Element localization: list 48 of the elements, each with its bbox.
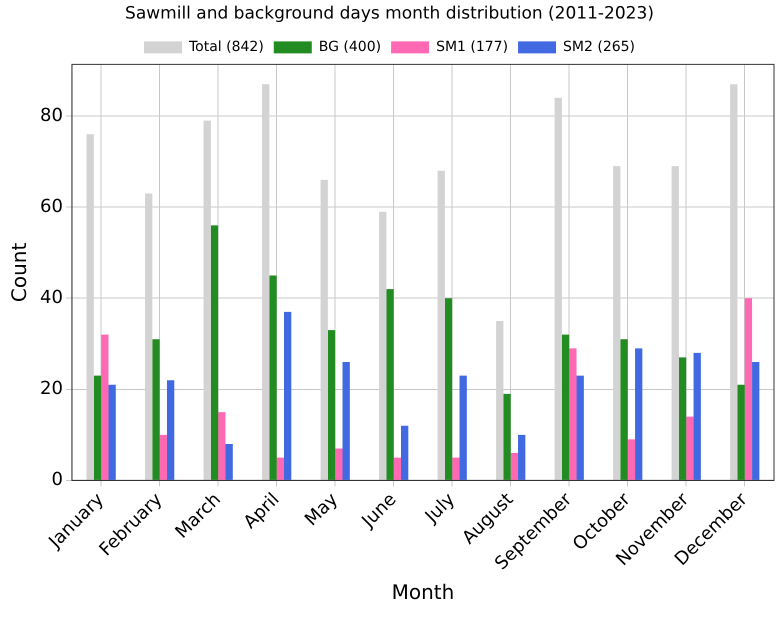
bar [686, 416, 694, 480]
bar [401, 426, 408, 480]
bar [678, 357, 686, 480]
bar [444, 298, 452, 480]
y-tick-label: 0 [51, 469, 63, 490]
bar [101, 334, 108, 480]
bar [386, 289, 394, 480]
bar [452, 458, 460, 480]
legend-label: SM2 (265) [563, 39, 636, 56]
bar [569, 348, 577, 480]
bar [635, 348, 642, 480]
x-axis-title: Month [392, 580, 454, 604]
y-tick-label: 40 [40, 286, 63, 308]
bar [503, 394, 511, 480]
legend-label: Total (842) [188, 39, 264, 56]
bar [284, 312, 292, 480]
bar [510, 453, 518, 480]
bar [210, 225, 218, 480]
bar [620, 339, 628, 480]
bar [694, 352, 701, 480]
bar [460, 376, 467, 480]
bar [225, 444, 233, 480]
y-tick-label: 80 [40, 104, 63, 126]
bar [94, 376, 102, 480]
bar [108, 384, 116, 480]
bar [752, 362, 760, 480]
bar [335, 448, 343, 480]
bar [737, 384, 745, 480]
bar [218, 412, 226, 480]
y-tick-label: 20 [40, 378, 63, 399]
bar [152, 339, 160, 480]
bar [166, 380, 174, 480]
chart-title: Sawmill and background days month distribution (2011-2023) [125, 4, 654, 24]
bar [342, 362, 350, 480]
bar [160, 434, 167, 480]
bar [576, 376, 584, 480]
bar [328, 330, 336, 480]
bar [269, 275, 277, 480]
bar [744, 298, 752, 480]
bar [394, 458, 402, 480]
legend-label: SM1 (177) [436, 39, 508, 56]
bar [562, 334, 570, 480]
y-axis-title: Count [7, 242, 32, 302]
bar [276, 458, 284, 480]
y-tick-label: 60 [40, 196, 63, 217]
bar [518, 434, 526, 480]
bar [628, 439, 636, 480]
legend-label: BG (400) [318, 39, 382, 56]
